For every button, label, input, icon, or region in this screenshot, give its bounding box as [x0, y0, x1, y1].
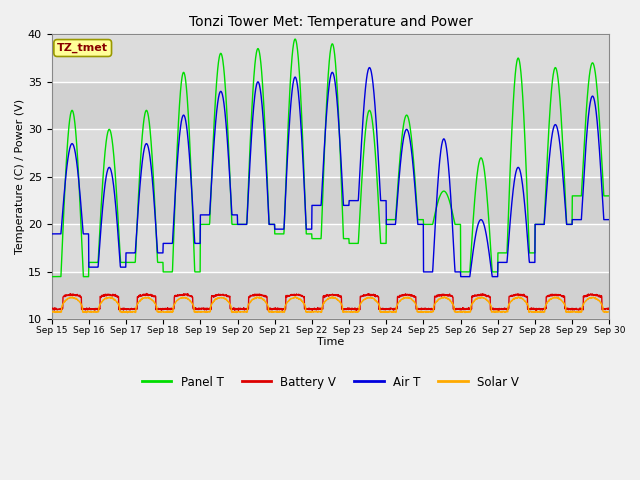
Bar [52, 82, 609, 130]
Legend: Panel T, Battery V, Air T, Solar V: Panel T, Battery V, Air T, Solar V [137, 371, 524, 393]
Bar [52, 272, 609, 319]
Text: TZ_tmet: TZ_tmet [57, 43, 108, 53]
Bar [52, 177, 609, 224]
Title: Tonzi Tower Met: Temperature and Power: Tonzi Tower Met: Temperature and Power [189, 15, 472, 29]
Y-axis label: Temperature (C) / Power (V): Temperature (C) / Power (V) [15, 99, 25, 254]
X-axis label: Time: Time [317, 337, 344, 348]
